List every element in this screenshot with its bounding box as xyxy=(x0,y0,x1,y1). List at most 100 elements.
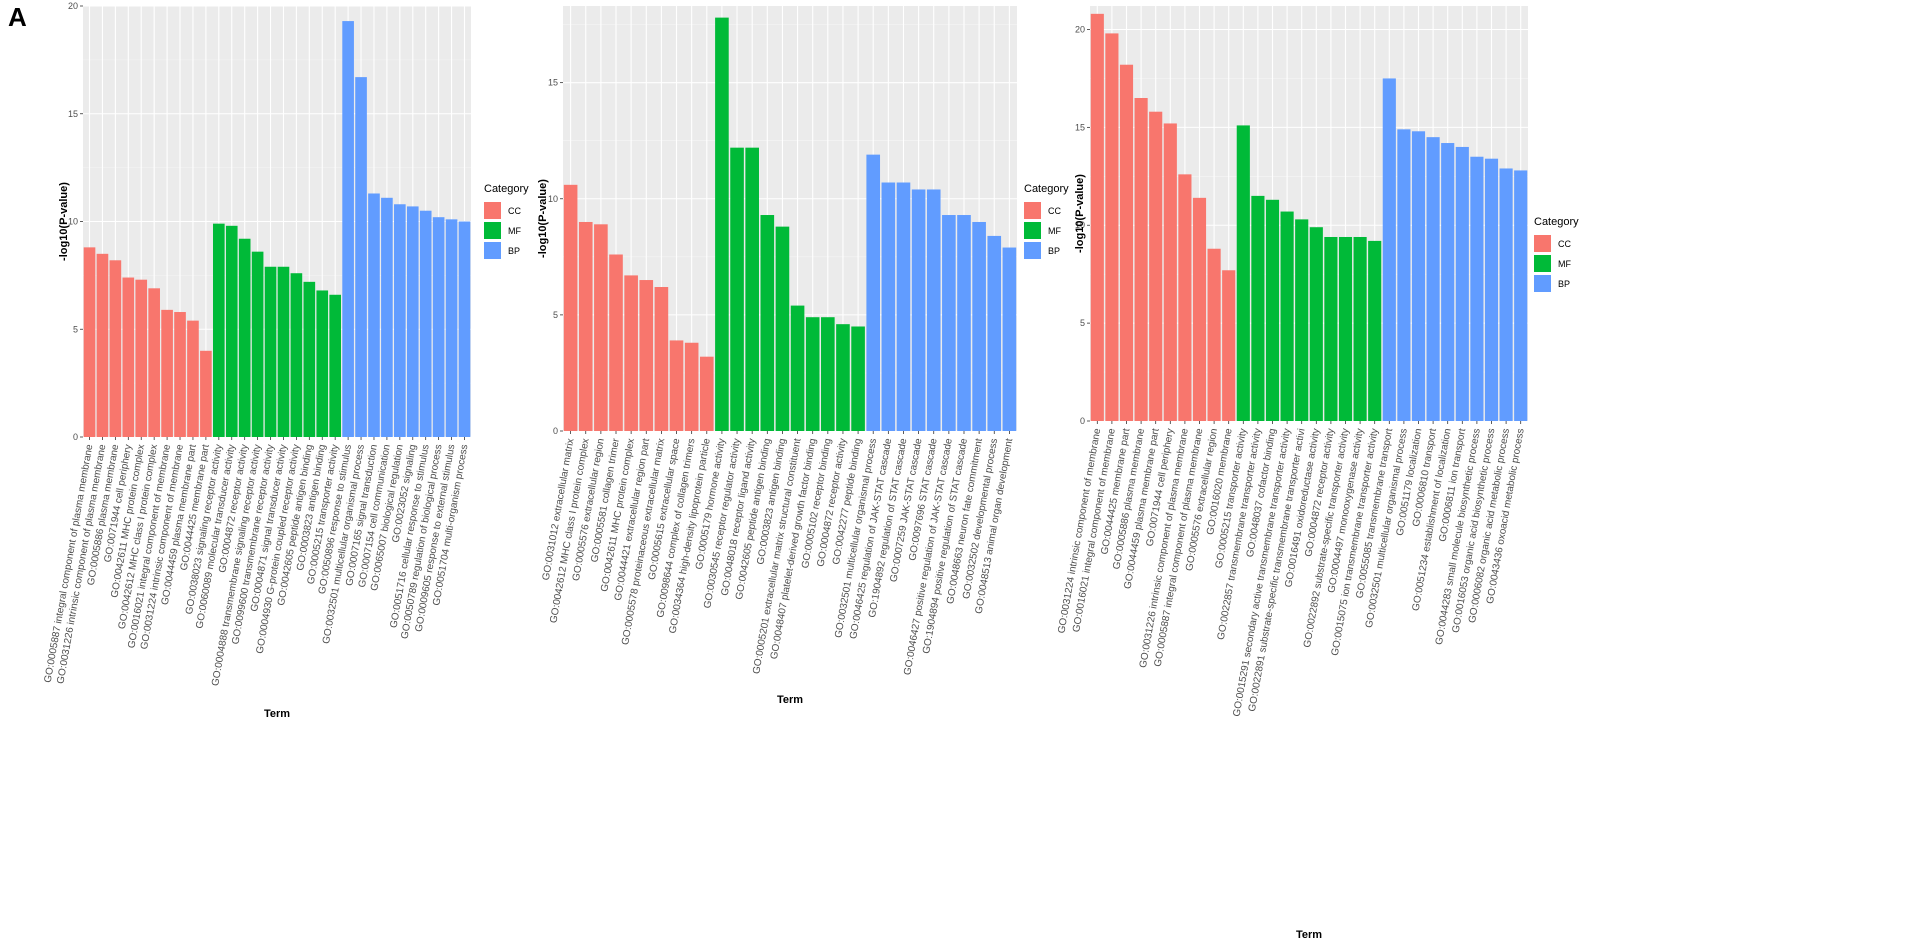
panel-a-bar-18 xyxy=(303,281,316,437)
panel-b-bar-5 xyxy=(624,275,638,431)
panel-c-bar-28 xyxy=(1484,158,1499,422)
panel-c-legend-swatch-mf xyxy=(1534,255,1551,272)
panel-a-bar-20 xyxy=(329,294,342,437)
panel-c-y-axis-title: -log10(P-value) xyxy=(1074,174,1086,253)
panel-a-y-axis-title: -log10(P-value) xyxy=(58,182,70,261)
panel-c-y-tick-label: 0 xyxy=(1080,416,1085,426)
panel-b-y-axis-title: -log10(P-value) xyxy=(537,179,549,258)
panel-c-legend-label-cc: CC xyxy=(1558,239,1571,249)
panel-b-bar-7 xyxy=(654,287,669,431)
panel-a-bar-26 xyxy=(406,206,419,437)
panel-b-bar-15 xyxy=(775,226,790,431)
panel-a-bar-27 xyxy=(419,210,432,437)
panel-c-legend: Category CC MF BP xyxy=(1534,216,1579,292)
panel-c-bar-9 xyxy=(1207,248,1221,421)
panel-a-bar-7 xyxy=(161,309,173,437)
panel-a-bar-15 xyxy=(264,266,277,437)
panel-b-bar-1 xyxy=(563,184,578,431)
panel-c-x-axis-title: Term xyxy=(1296,929,1322,941)
panel-b-bar-19 xyxy=(836,324,850,431)
panel-b-legend-swatch-mf xyxy=(1024,222,1041,239)
panel-b-y-tick-label: 15 xyxy=(548,78,558,88)
panel-c-bar-12 xyxy=(1251,195,1265,421)
panel-c-bar-24 xyxy=(1426,137,1440,422)
panel-c-bar-16 xyxy=(1309,227,1323,421)
panel-b-bar-23 xyxy=(896,182,911,431)
panel-a-bar-22 xyxy=(355,77,367,438)
panel-b-bar-25 xyxy=(926,189,941,431)
panel-b-y-tick-label: 10 xyxy=(548,194,558,204)
panel-a-y-tick-label: 10 xyxy=(68,217,78,227)
panel-a-bar-17 xyxy=(290,273,303,437)
panel-a-bar-14 xyxy=(251,251,264,437)
panel-b-legend-swatch-bp xyxy=(1024,242,1041,259)
panel-a-legend-label-cc: CC xyxy=(508,206,521,216)
panel-c-y-tick-label: 20 xyxy=(1075,24,1085,34)
panel-c-bar-27 xyxy=(1470,156,1484,421)
panel-a-y-tick-label: 5 xyxy=(73,324,78,334)
panel-b-legend-swatch-cc xyxy=(1024,202,1041,219)
panel-c-bar-21 xyxy=(1382,78,1396,421)
panel-c-bar-6 xyxy=(1163,123,1177,422)
panel-c-bar-22 xyxy=(1397,129,1411,421)
panel-c-bar-23 xyxy=(1411,131,1426,421)
panel-c-bar-18 xyxy=(1338,236,1353,421)
panel-b-y-tick-label: 5 xyxy=(553,310,558,320)
panel-a-bar-13 xyxy=(238,238,251,437)
panel-b: B051015GO:0031012 extracellular matrixGO… xyxy=(537,2,1069,706)
panel-b-bar-26 xyxy=(942,215,956,431)
panel-c-legend-label-mf: MF xyxy=(1558,259,1571,269)
panel-a-bar-5 xyxy=(135,279,148,437)
panel-b-legend-title: Category xyxy=(1024,183,1069,195)
panel-b-legend-label-bp: BP xyxy=(1048,246,1060,256)
panel-c-bar-3 xyxy=(1119,64,1134,422)
panel-a-legend-swatch-cc xyxy=(484,202,501,219)
panel-c: C05101520GO:0031224 intrinsic component … xyxy=(1056,2,1579,941)
panel-b-bar-14 xyxy=(760,215,775,431)
panel-c-legend-swatch-cc xyxy=(1534,235,1551,252)
panel-c-bar-7 xyxy=(1178,174,1192,421)
panel-b-bar-12 xyxy=(730,147,744,431)
panel-c-y-tick-label: 15 xyxy=(1075,122,1085,132)
panel-b-bar-10 xyxy=(699,356,714,431)
panel-a-bar-10 xyxy=(200,350,212,437)
panel-c-bar-17 xyxy=(1324,236,1338,421)
panel-c-bar-8 xyxy=(1192,197,1207,421)
panel-c-bar-20 xyxy=(1368,240,1382,421)
panel-a-y-tick-label: 15 xyxy=(68,109,78,119)
panel-c-legend-title: Category xyxy=(1534,216,1579,228)
panel-c-bar-10 xyxy=(1222,270,1236,421)
panel-b-bar-18 xyxy=(821,317,835,431)
panel-c-bar-14 xyxy=(1280,211,1294,421)
panel-c-bar-26 xyxy=(1455,146,1469,421)
panel-c-plot-background xyxy=(1090,6,1528,421)
panel-a-bar-1 xyxy=(83,247,96,437)
panel-a-bar-9 xyxy=(187,320,199,437)
panel-a-bar-24 xyxy=(381,197,393,437)
panel-a-legend: Category CC MF BP xyxy=(484,183,529,259)
panel-b-bar-24 xyxy=(911,189,926,431)
panel-a-bar-4 xyxy=(122,277,135,437)
panel-a-bar-23 xyxy=(368,193,380,437)
panel-b-bar-17 xyxy=(805,317,820,431)
panel-a-legend-title: Category xyxy=(484,183,529,195)
panel-b-bar-20 xyxy=(851,326,865,431)
panel-c-bar-4 xyxy=(1134,98,1148,422)
panel-c-bar-25 xyxy=(1441,143,1455,421)
panel-b-bar-2 xyxy=(578,221,593,431)
panel-a-bar-16 xyxy=(277,266,290,437)
panel-a-legend-swatch-mf xyxy=(484,222,501,239)
panel-a-bar-11 xyxy=(212,223,225,437)
panel-b-bar-21 xyxy=(866,154,881,431)
panel-b-bar-11 xyxy=(715,17,729,431)
panel-b-plot-background xyxy=(563,6,1017,431)
panel-a-bar-25 xyxy=(394,204,406,437)
panel-b-bar-28 xyxy=(972,221,986,431)
panel-a-bar-21 xyxy=(342,21,354,438)
panel-c-bar-30 xyxy=(1514,170,1528,421)
panel-a-bar-6 xyxy=(148,288,160,437)
panel-a-legend-label-mf: MF xyxy=(508,226,521,236)
panel-c-bar-2 xyxy=(1105,33,1119,421)
